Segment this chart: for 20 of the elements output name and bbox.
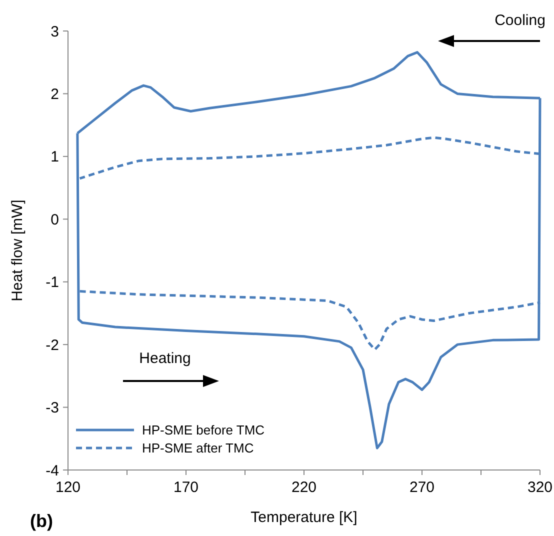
x-tick-label: 270 bbox=[409, 479, 435, 496]
annotation: Heating bbox=[139, 350, 191, 367]
y-tick-label: -1 bbox=[46, 274, 59, 292]
legend-label: HP-SME after TMC bbox=[142, 440, 254, 456]
text: Cooling bbox=[494, 12, 546, 29]
y-axis-title: Heat flow [mW] bbox=[9, 200, 26, 302]
y-tick-label: 3 bbox=[50, 23, 59, 40]
y-tick-label: -3 bbox=[46, 400, 59, 417]
legend-label: HP-SME before TMC bbox=[142, 422, 265, 438]
text: (b) bbox=[30, 511, 53, 531]
x-axis-title: Temperature [K] bbox=[250, 509, 358, 526]
y-tick-label: 1 bbox=[50, 148, 59, 166]
y-tick-label: 2 bbox=[50, 86, 59, 103]
x-tick-label: 320 bbox=[527, 479, 553, 496]
x-tick-label: 220 bbox=[291, 479, 317, 496]
x-tick-label: 120 bbox=[55, 479, 81, 496]
y-tick-label: -4 bbox=[46, 462, 59, 480]
y-tick-label: 0 bbox=[50, 211, 59, 228]
y-tick-label: -2 bbox=[46, 336, 59, 354]
x-tick-label: 170 bbox=[173, 479, 199, 496]
